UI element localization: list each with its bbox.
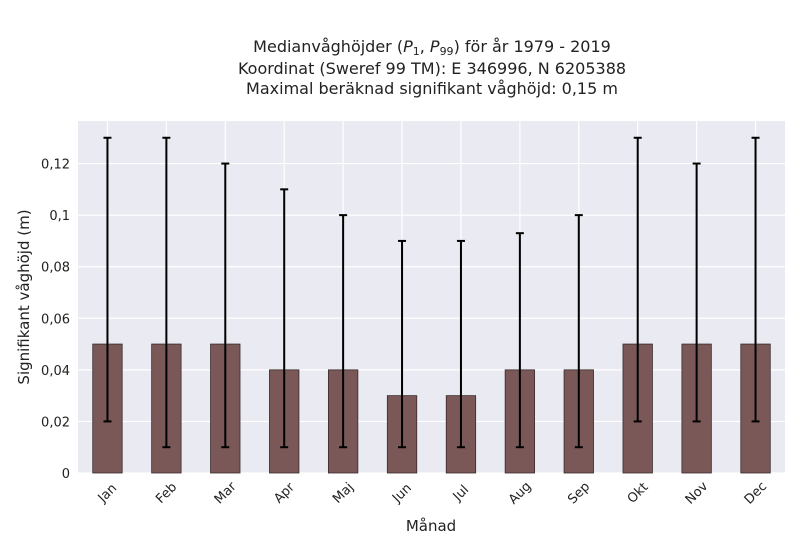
chart-title-line-3: Maximal beräknad signifikant våghöjd: 0,… [246,79,618,98]
y-tick-label: 0,04 [41,364,70,379]
y-tick-label: 0,02 [41,415,70,430]
x-tick-labels: Jan Feb Mar Apr Maj Jun Jul Aug Sep Okt Nov Dec [95,479,770,508]
x-tick-label: Jul [450,483,472,505]
x-tick-label: Okt [625,480,652,507]
y-tick-label: 0,12 [41,158,70,173]
x-tick-label: Sep [565,479,593,507]
x-tick-label: Jan [95,481,120,506]
error-bars [103,136,760,449]
x-axis-label: Månad [406,517,456,535]
y-tick-label: 0,1 [49,209,70,224]
y-tick-labels: 0 0,02 0,04 0,06 0,08 0,1 0,12 [41,158,70,482]
y-axis-label: Signifikant våghöjd (m) [15,209,33,384]
x-tick-label: Nov [683,479,712,508]
chart-title: Medianvåghöjder (P1, P99) för år 1979 - … [238,37,626,98]
x-tick-label: Maj [330,480,357,507]
chart-title-line-2: Koordinat (Sweref 99 TM): E 346996, N 62… [238,59,626,78]
y-tick-label: 0,08 [41,261,70,276]
plot-area [78,121,785,473]
y-tick-label: 0 [62,467,70,482]
x-tick-label: Apr [271,480,298,507]
x-tick-label: Jun [389,481,415,507]
x-tick-label: Mar [212,479,240,507]
x-tick-label: Dec [742,479,770,507]
x-tick-label: Aug [506,479,535,508]
chart-title-line-1: Medianvåghöjder (P1, P99) för år 1979 - … [253,37,611,58]
x-tick-label: Feb [153,480,180,507]
y-grid [78,162,785,474]
y-tick-label: 0,06 [41,312,70,327]
